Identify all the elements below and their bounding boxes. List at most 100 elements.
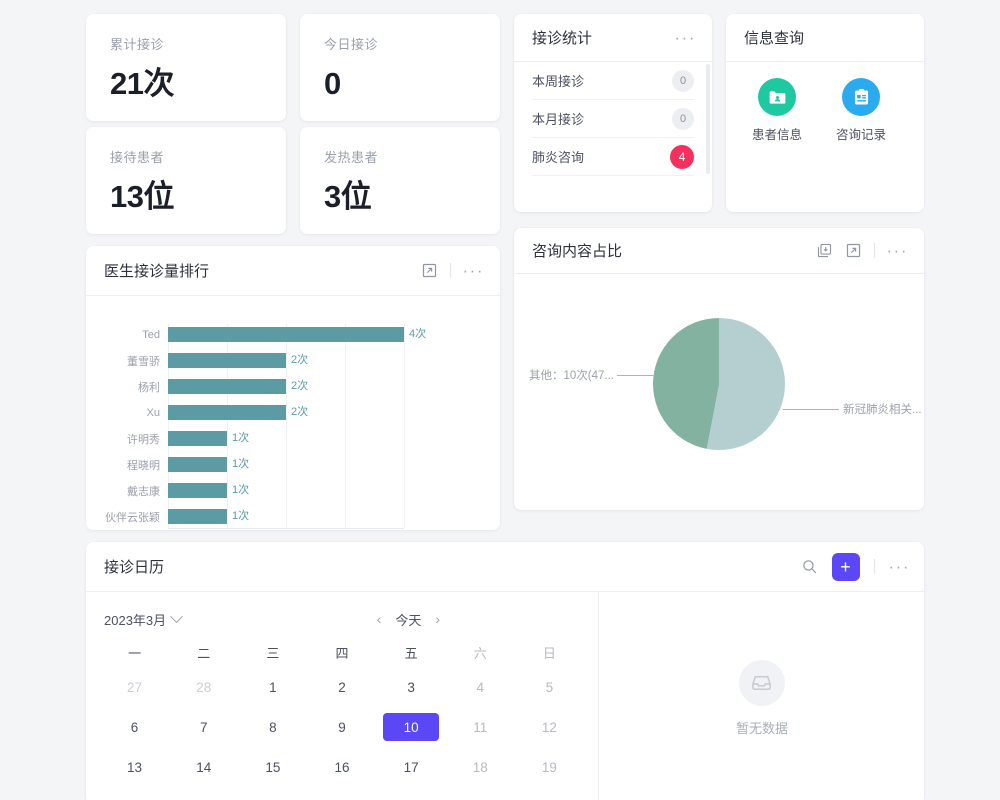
calendar-cell[interactable]: 2 bbox=[307, 672, 376, 702]
calendar-day[interactable]: 15 bbox=[265, 759, 281, 775]
calendar-cell[interactable]: 27 bbox=[100, 672, 169, 702]
bar-row[interactable]: 董雪骄 2次 bbox=[88, 350, 404, 371]
calendar-cell[interactable]: 16 bbox=[307, 752, 376, 782]
calendar-day[interactable]: 24 bbox=[383, 793, 439, 800]
more-menu-icon[interactable]: ··· bbox=[674, 27, 696, 47]
calendar-day[interactable]: 14 bbox=[196, 759, 212, 775]
calendar-cell[interactable]: 13 bbox=[100, 752, 169, 782]
calendar-weekday-header: 三 bbox=[266, 646, 280, 661]
calendar-day[interactable]: 2 bbox=[338, 679, 346, 695]
calendar-day[interactable]: 11 bbox=[473, 719, 488, 735]
calendar-day[interactable]: 27 bbox=[127, 679, 143, 695]
calendar-cell[interactable]: 19 bbox=[515, 752, 584, 782]
calendar-day[interactable]: 10 bbox=[383, 713, 440, 741]
list-item[interactable]: 本周接诊 0 bbox=[532, 62, 694, 100]
today-button[interactable]: 今天 bbox=[395, 612, 422, 628]
calendar-cell[interactable]: 12 bbox=[515, 712, 584, 742]
calendar-day[interactable]: 20 bbox=[107, 793, 163, 800]
shortcut-patient-info[interactable]: 患者信息 bbox=[752, 78, 802, 143]
calendar-cell[interactable]: 20 bbox=[100, 792, 169, 800]
bar-row[interactable]: 程晓明 1次 bbox=[88, 454, 404, 475]
bar-value-label: 2次 bbox=[291, 406, 309, 418]
stat-card-fever-patients[interactable]: 发热患者 3位 bbox=[300, 127, 500, 234]
calendar-day[interactable]: 22 bbox=[245, 793, 301, 800]
add-button[interactable]: + bbox=[831, 552, 860, 581]
calendar-day[interactable]: 8 bbox=[269, 719, 277, 735]
calendar-day[interactable]: 9 bbox=[338, 719, 346, 735]
bar-fill bbox=[168, 353, 286, 368]
calendar-cell[interactable]: 10 bbox=[377, 712, 446, 742]
vertical-scrollbar[interactable] bbox=[706, 64, 710, 174]
calendar-cell[interactable]: 18 bbox=[446, 752, 515, 782]
calendar-cell[interactable]: 28 bbox=[169, 672, 238, 702]
calendar-day[interactable]: 7 bbox=[199, 719, 208, 735]
panel-title: 信息查询 bbox=[744, 30, 805, 47]
bar-row[interactable]: Ted 4次 bbox=[88, 324, 426, 345]
status-badge: 0 bbox=[672, 107, 694, 130]
search-icon[interactable] bbox=[801, 558, 818, 575]
calendar-day[interactable]: 19 bbox=[541, 759, 557, 775]
calendar-day[interactable]: 28 bbox=[196, 679, 212, 695]
calendar-cell[interactable]: 17 bbox=[377, 752, 446, 782]
stat-card-today-visits[interactable]: 今日接诊 0 bbox=[300, 14, 500, 121]
calendar-day[interactable]: 1 bbox=[269, 679, 277, 695]
list-item[interactable]: 肺炎咨询 4 bbox=[532, 138, 694, 176]
shortcut-consult-record[interactable]: 咨询记录 bbox=[836, 78, 886, 143]
calendar-day[interactable]: 5 bbox=[545, 679, 554, 695]
calendar-cell[interactable]: 21 bbox=[169, 792, 238, 800]
calendar-day[interactable]: 17 bbox=[403, 759, 419, 775]
calendar-cell[interactable]: 11 bbox=[446, 712, 515, 742]
calendar-cell[interactable]: 1 bbox=[238, 672, 307, 702]
calendar-cell[interactable]: 4 bbox=[446, 672, 515, 702]
bar-row[interactable]: 杨利 2次 bbox=[88, 376, 404, 397]
calendar-cell[interactable]: 14 bbox=[169, 752, 238, 782]
stat-card-patients-received[interactable]: 接待患者 13位 bbox=[86, 127, 286, 234]
expand-icon[interactable] bbox=[421, 262, 438, 279]
bar-value-label: 1次 bbox=[232, 458, 250, 470]
calendar-cell[interactable]: 24 bbox=[377, 792, 446, 800]
calendar-day[interactable]: 6 bbox=[130, 719, 139, 735]
calendar-cell[interactable]: 3 bbox=[377, 672, 446, 702]
bar-row[interactable]: 许明秀 1次 bbox=[88, 428, 404, 449]
calendar-day[interactable]: 12 bbox=[541, 719, 557, 735]
more-menu-icon[interactable]: ··· bbox=[462, 260, 484, 280]
stat-card-total-visits[interactable]: 累计接诊 21次 bbox=[86, 14, 286, 121]
calendar-day[interactable]: 25 bbox=[452, 793, 508, 800]
calendar-cell[interactable]: 25 bbox=[446, 792, 515, 800]
calendar-cell[interactable]: 22 bbox=[238, 792, 307, 800]
more-menu-icon[interactable]: ··· bbox=[888, 556, 910, 576]
calendar-cell[interactable]: 9 bbox=[307, 712, 376, 742]
calendar-day[interactable]: 13 bbox=[127, 759, 143, 775]
more-menu-icon[interactable]: ··· bbox=[886, 240, 908, 260]
calendar-day[interactable]: 3 bbox=[407, 679, 415, 695]
calendar-cell[interactable]: 26 bbox=[515, 792, 584, 800]
bar-value-label: 4次 bbox=[409, 328, 427, 340]
calendar-cell[interactable]: 23 bbox=[307, 792, 376, 800]
bar-row[interactable]: 伙伴云张颖 1次 bbox=[88, 506, 404, 527]
calendar-cell[interactable]: 8 bbox=[238, 712, 307, 742]
expand-icon[interactable] bbox=[845, 242, 862, 259]
pie-slices[interactable] bbox=[653, 318, 785, 450]
month-selector[interactable]: 2023年3月 bbox=[104, 609, 184, 629]
calendar-day[interactable]: 26 bbox=[521, 793, 577, 800]
calendar-day[interactable]: 23 bbox=[314, 793, 370, 800]
calendar-cell[interactable]: 6 bbox=[100, 712, 169, 742]
calendar-day[interactable]: 18 bbox=[472, 759, 488, 775]
calendar-cell[interactable]: 7 bbox=[169, 712, 238, 742]
calendar-day[interactable]: 21 bbox=[176, 793, 232, 800]
next-month-button[interactable]: › bbox=[435, 611, 440, 627]
bar-row[interactable]: 戴志康 1次 bbox=[88, 480, 404, 501]
row-label: 本月接诊 bbox=[532, 112, 585, 127]
list-item[interactable]: 本月接诊 0 bbox=[532, 100, 694, 138]
calendar-day[interactable]: 16 bbox=[334, 759, 350, 775]
calendar-day[interactable]: 4 bbox=[476, 679, 485, 695]
calendar-cell[interactable]: 15 bbox=[238, 752, 307, 782]
bar-row[interactable]: Xu 2次 bbox=[88, 402, 404, 423]
prev-month-button[interactable]: ‹ bbox=[376, 611, 382, 627]
bar-track: 2次 bbox=[168, 405, 404, 420]
calendar-detail-pane: 暂无数据 bbox=[600, 592, 924, 800]
calendar-cell[interactable]: 5 bbox=[515, 672, 584, 702]
save-icon[interactable] bbox=[816, 242, 833, 259]
panel-title: 咨询内容占比 bbox=[532, 243, 623, 260]
